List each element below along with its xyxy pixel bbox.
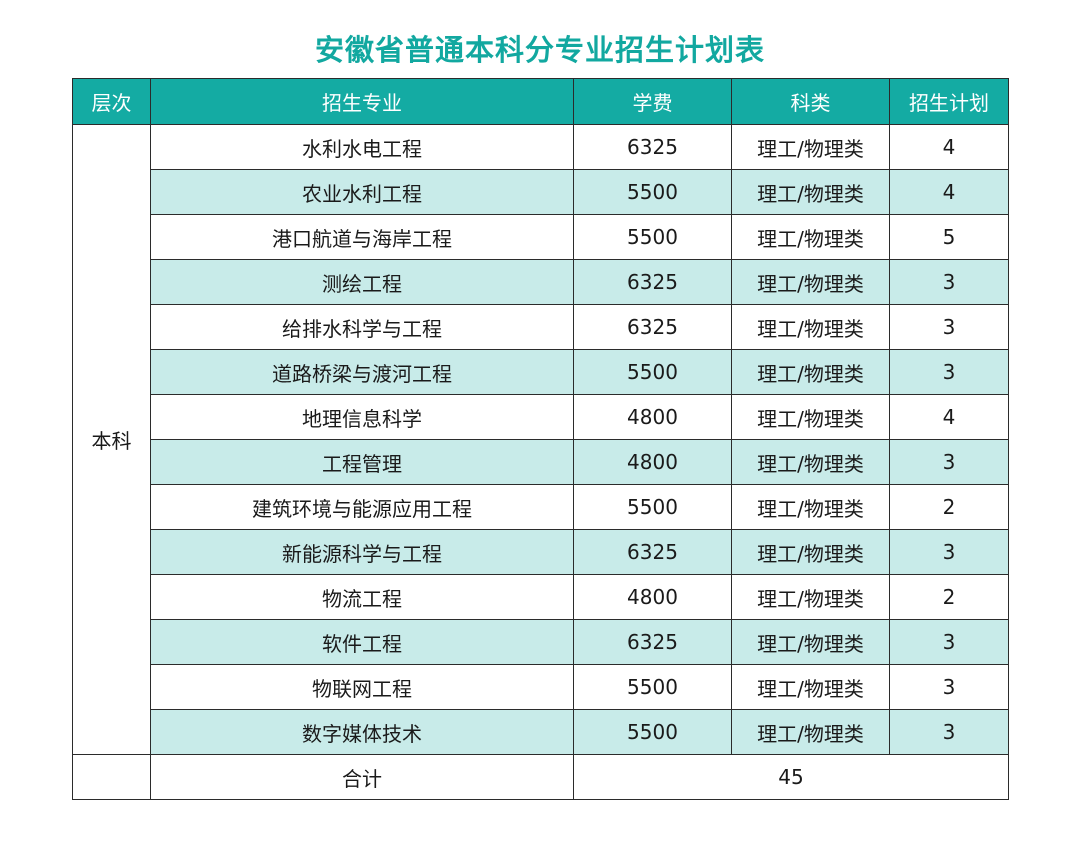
plan-cell: 3 (889, 664, 1009, 710)
major-cell: 道路桥梁与渡河工程 (150, 349, 574, 395)
tuition-cell: 6325 (573, 619, 732, 665)
plan-cell: 5 (889, 214, 1009, 260)
table-row: 工程管理 4800 理工/物理类 3 (73, 439, 1009, 485)
table-row: 数字媒体技术 5500 理工/物理类 3 (73, 709, 1009, 755)
header-level: 层次 (72, 78, 151, 125)
header-major: 招生专业 (150, 78, 574, 125)
major-cell: 物流工程 (150, 574, 574, 620)
category-cell: 理工/物理类 (731, 349, 890, 395)
category-cell: 理工/物理类 (731, 529, 890, 575)
category-cell: 理工/物理类 (731, 619, 890, 665)
tuition-cell: 5500 (573, 214, 732, 260)
tuition-cell: 5500 (573, 349, 732, 395)
header-tuition: 学费 (573, 78, 732, 125)
plan-cell: 3 (889, 529, 1009, 575)
tuition-cell: 5500 (573, 169, 732, 215)
major-cell: 农业水利工程 (150, 169, 574, 215)
table-row: 给排水科学与工程 6325 理工/物理类 3 (73, 304, 1009, 350)
category-cell: 理工/物理类 (731, 304, 890, 350)
table-row: 农业水利工程 5500 理工/物理类 4 (73, 169, 1009, 215)
major-cell: 测绘工程 (150, 259, 574, 305)
plan-cell: 3 (889, 259, 1009, 305)
category-cell: 理工/物理类 (731, 259, 890, 305)
header-category: 科类 (731, 78, 890, 125)
category-cell: 理工/物理类 (731, 124, 890, 170)
category-cell: 理工/物理类 (731, 394, 890, 440)
plan-cell: 2 (889, 484, 1009, 530)
plan-cell: 3 (889, 349, 1009, 395)
category-cell: 理工/物理类 (731, 214, 890, 260)
tuition-cell: 5500 (573, 664, 732, 710)
table-row: 地理信息科学 4800 理工/物理类 4 (73, 394, 1009, 440)
plan-cell: 3 (889, 439, 1009, 485)
category-cell: 理工/物理类 (731, 574, 890, 620)
table-row: 新能源科学与工程 6325 理工/物理类 3 (73, 529, 1009, 575)
page-title: 安徽省普通本科分专业招生计划表 (314, 33, 765, 67)
major-cell: 水利水电工程 (150, 124, 574, 170)
category-cell: 理工/物理类 (731, 169, 890, 215)
plan-cell: 2 (889, 574, 1009, 620)
category-cell: 理工/物理类 (731, 664, 890, 710)
plan-cell: 3 (889, 304, 1009, 350)
tuition-cell: 4800 (573, 439, 732, 485)
plan-cell: 4 (889, 394, 1009, 440)
plan-cell: 3 (889, 619, 1009, 665)
table-row: 测绘工程 6325 理工/物理类 3 (73, 259, 1009, 305)
category-cell: 理工/物理类 (731, 484, 890, 530)
table-row: 软件工程 6325 理工/物理类 3 (73, 619, 1009, 665)
tuition-cell: 5500 (573, 484, 732, 530)
plan-cell: 4 (889, 124, 1009, 170)
table-header: 层次 招生专业 学费 科类 招生计划 (72, 78, 1009, 125)
major-cell: 给排水科学与工程 (150, 304, 574, 350)
level-cell: 本科 (72, 124, 151, 755)
table-row: 建筑环境与能源应用工程 5500 理工/物理类 2 (73, 484, 1009, 530)
major-cell: 工程管理 (150, 439, 574, 485)
tuition-cell: 6325 (573, 124, 732, 170)
tuition-cell: 6325 (573, 529, 732, 575)
major-cell: 新能源科学与工程 (150, 529, 574, 575)
category-cell: 理工/物理类 (731, 439, 890, 485)
tuition-cell: 6325 (573, 259, 732, 305)
major-cell: 建筑环境与能源应用工程 (150, 484, 574, 530)
tuition-cell: 6325 (573, 304, 732, 350)
table-row: 物流工程 4800 理工/物理类 2 (73, 574, 1009, 620)
table-row: 物联网工程 5500 理工/物理类 3 (73, 664, 1009, 710)
tuition-cell: 4800 (573, 394, 732, 440)
table-row: 本科 水利水电工程 6325 理工/物理类 4 (72, 124, 1009, 755)
major-cell: 数字媒体技术 (150, 709, 574, 755)
tuition-cell: 5500 (573, 709, 732, 755)
total-value: 45 (573, 754, 1009, 800)
enrollment-plan-table: 层次 招生专业 学费 科类 招生计划 本科 水利水电工程 6325 理工/物理类 4 农业… (72, 78, 1009, 800)
total-row: 合计 45 (72, 754, 1009, 800)
plan-cell: 4 (889, 169, 1009, 215)
plan-cell: 3 (889, 709, 1009, 755)
major-cell: 物联网工程 (150, 664, 574, 710)
major-cell: 软件工程 (150, 619, 574, 665)
category-cell: 理工/物理类 (731, 709, 890, 755)
total-blank-cell (72, 754, 151, 800)
table-body: 本科 水利水电工程 6325 理工/物理类 4 农业水利工程 5500 理工/物理类 4 港口航道… (72, 124, 1009, 800)
header-row: 层次 招生专业 学费 科类 招生计划 (72, 78, 1009, 125)
total-label: 合计 (150, 754, 574, 800)
table-row: 道路桥梁与渡河工程 5500 理工/物理类 3 (73, 349, 1009, 395)
major-cell: 港口航道与海岸工程 (150, 214, 574, 260)
major-cell: 地理信息科学 (150, 394, 574, 440)
header-plan: 招生计划 (889, 78, 1009, 125)
table-row: 港口航道与海岸工程 5500 理工/物理类 5 (73, 214, 1009, 260)
tuition-cell: 4800 (573, 574, 732, 620)
